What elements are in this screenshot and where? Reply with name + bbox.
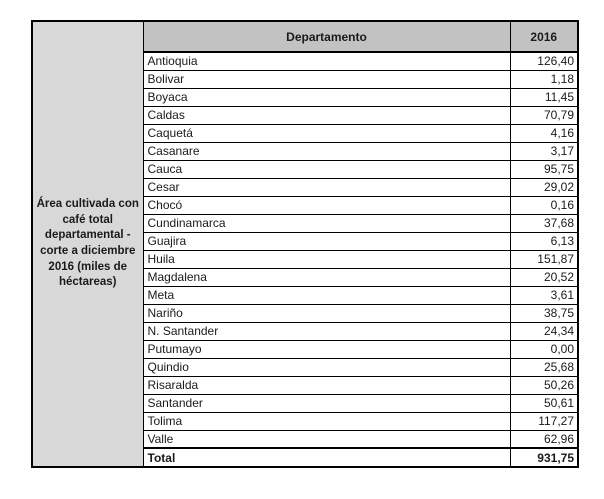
- table-total-row: Total 931,75: [32, 447, 579, 468]
- department-cell: Putumayo: [142, 339, 511, 359]
- table-row: Boyaca 11,45: [32, 87, 579, 107]
- department-cell: Nariño: [142, 303, 511, 323]
- value-cell: 25,68: [509, 357, 579, 377]
- value-cell: 95,75: [509, 159, 579, 179]
- department-cell: Cesar: [142, 177, 511, 197]
- column-header-year: 2016: [509, 20, 579, 53]
- total-label: Total: [142, 447, 511, 468]
- table-row: Caquetá 4,16: [32, 123, 579, 143]
- table-row: Guajira 6,13: [32, 231, 579, 251]
- table-body: Área cultivada con café total departamen…: [31, 20, 579, 468]
- value-cell: 3,61: [509, 285, 579, 305]
- value-cell: 126,40: [509, 51, 579, 71]
- value-cell: 1,18: [509, 69, 579, 89]
- table-row-label: Área cultivada con café total departamen…: [31, 20, 144, 468]
- column-header-department: Departamento: [142, 20, 511, 53]
- department-cell: Cundinamarca: [142, 213, 511, 233]
- value-cell: 6,13: [509, 231, 579, 251]
- department-cell: Valle: [142, 429, 511, 449]
- department-cell: Casanare: [142, 141, 511, 161]
- value-cell: 38,75: [509, 303, 579, 323]
- department-cell: Meta: [142, 285, 511, 305]
- department-cell: Santander: [142, 393, 511, 413]
- value-cell: 29,02: [509, 177, 579, 197]
- department-cell: Risaralda: [142, 375, 511, 395]
- table-row: Putumayo 0,00: [32, 339, 579, 359]
- department-cell: N. Santander: [142, 321, 511, 341]
- table-row: Quindio 25,68: [32, 357, 579, 377]
- value-cell: 3,17: [509, 141, 579, 161]
- department-cell: Caquetá: [142, 123, 511, 143]
- table-row: Cundinamarca 37,68: [32, 213, 579, 233]
- value-cell: 37,68: [509, 213, 579, 233]
- value-cell: 151,87: [509, 249, 579, 269]
- value-cell: 50,61: [509, 393, 579, 413]
- value-cell: 117,27: [509, 411, 579, 431]
- department-cell: Tolima: [142, 411, 511, 431]
- value-cell: 20,52: [509, 267, 579, 287]
- value-cell: 70,79: [509, 105, 579, 125]
- department-cell: Guajira: [142, 231, 511, 251]
- value-cell: 0,00: [509, 339, 579, 359]
- department-cell: Magdalena: [142, 267, 511, 287]
- department-cell: Cauca: [142, 159, 511, 179]
- value-cell: 11,45: [509, 87, 579, 107]
- total-value: 931,75: [509, 447, 579, 468]
- value-cell: 0,16: [509, 195, 579, 215]
- department-cell: Caldas: [142, 105, 511, 125]
- table-row: Magdalena 20,52: [32, 267, 579, 287]
- department-cell: Bolivar: [142, 69, 511, 89]
- table-row: Santander 50,61: [32, 393, 579, 413]
- department-cell: Chocó: [142, 195, 511, 215]
- department-cell: Boyaca: [142, 87, 511, 107]
- department-cell: Huila: [142, 249, 511, 269]
- table-row: Chocó 0,16: [32, 195, 579, 215]
- department-cell: Antioquia: [142, 51, 511, 71]
- table-header-row: Área cultivada con café total departamen…: [31, 20, 579, 468]
- value-cell: 24,34: [509, 321, 579, 341]
- value-cell: 50,26: [509, 375, 579, 395]
- department-cell: Quindio: [142, 357, 511, 377]
- coffee-area-table: Área cultivada con café total departamen…: [31, 20, 579, 468]
- value-cell: 62,96: [509, 429, 579, 449]
- value-cell: 4,16: [509, 123, 579, 143]
